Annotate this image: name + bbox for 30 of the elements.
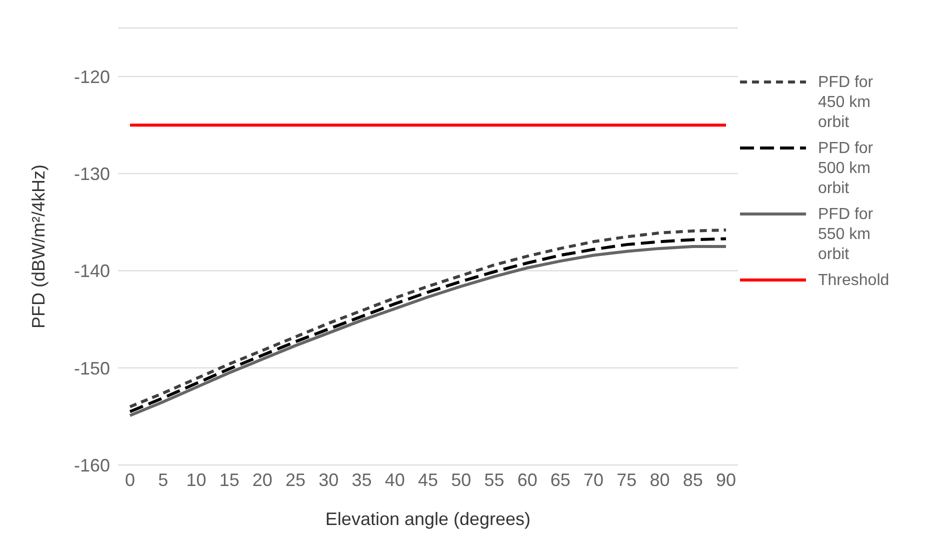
x-tick-label: 40 bbox=[384, 470, 405, 490]
x-tick-label: 10 bbox=[186, 470, 206, 490]
legend-label: Threshold bbox=[818, 271, 890, 291]
x-tick-label: 50 bbox=[451, 470, 472, 490]
x-tick-label: 45 bbox=[418, 470, 438, 490]
x-axis-title: Elevation angle (degrees) bbox=[325, 509, 531, 529]
x-tick-label: 90 bbox=[716, 470, 736, 490]
x-tick-label: 30 bbox=[318, 470, 339, 490]
x-tick-label: 70 bbox=[584, 470, 604, 490]
x-tick-label: 25 bbox=[286, 470, 306, 490]
x-tick-label: 85 bbox=[682, 470, 703, 490]
y-tick-label: -130 bbox=[74, 164, 110, 184]
y-axis-title: PFD (dBW/m²/4kHz) bbox=[28, 164, 48, 328]
x-tick-label: 55 bbox=[484, 470, 504, 490]
x-tick-label: 5 bbox=[158, 470, 168, 490]
x-tick-label: 0 bbox=[124, 470, 136, 490]
x-tick-label: 15 bbox=[219, 470, 240, 490]
y-tick-label: -140 bbox=[74, 261, 110, 282]
legend-label: PFD for 550 km orbit bbox=[818, 205, 874, 265]
y-tick-label: -150 bbox=[74, 358, 110, 378]
x-tick-label: 35 bbox=[352, 470, 372, 490]
x-tick-label: 75 bbox=[616, 470, 637, 490]
legend-label: PFD for 500 km orbit bbox=[818, 139, 874, 199]
x-tick-label: 60 bbox=[517, 470, 538, 490]
legend-label: PFD for 450 km orbit bbox=[818, 73, 874, 133]
x-tick-label: 65 bbox=[550, 470, 570, 490]
x-tick-label: 20 bbox=[252, 470, 272, 490]
y-tick-label: -120 bbox=[74, 66, 110, 87]
y-tick-label: -160 bbox=[74, 455, 110, 476]
x-tick-label: 80 bbox=[650, 470, 670, 490]
